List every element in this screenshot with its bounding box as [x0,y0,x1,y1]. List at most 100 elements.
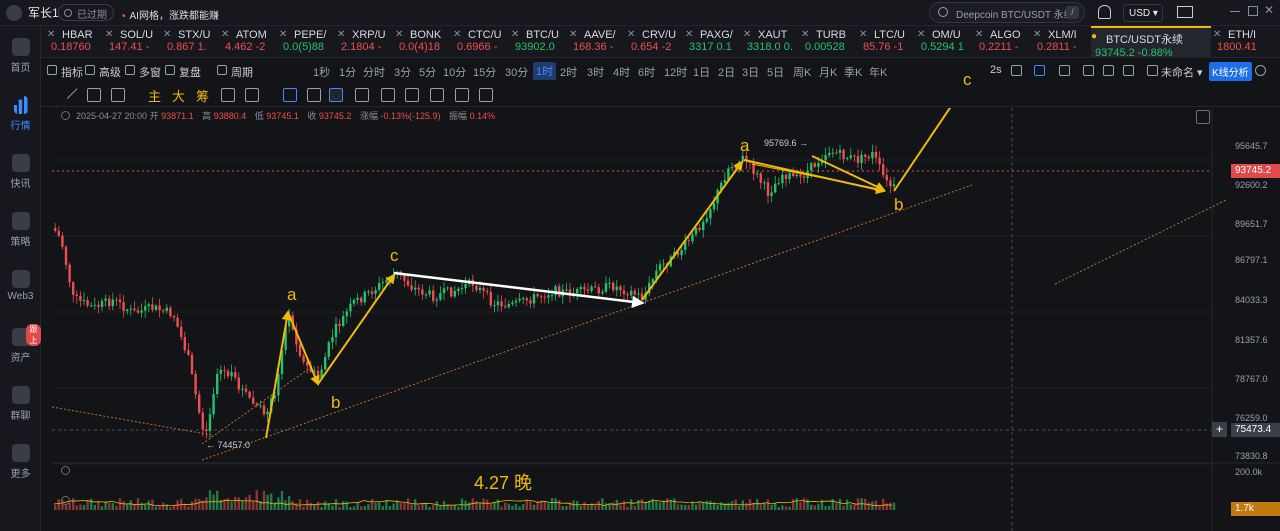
close-icon[interactable]: ✕ [279,29,288,40]
close-icon[interactable]: ✕ [105,29,114,40]
close-icon[interactable]: ✕ [917,29,926,40]
kline-analysis-button[interactable]: K线分析 [1209,62,1252,81]
share-icon[interactable] [1255,65,1266,76]
sidebar-item-5[interactable]: 资产 跟上 [0,324,41,364]
ticker-item[interactable]: ✕ CRV/U 0.654 -2 [627,26,683,58]
search-input[interactable]: Deepcoin BTC/USDT 永续 / [929,2,1085,23]
ticker-item[interactable]: ✕ LTC/U 85.76 -1 [859,26,915,58]
trendline-icon[interactable] [329,88,343,102]
toolbar-item-23[interactable]: 周K [793,67,812,79]
visibility-icon[interactable] [61,466,70,475]
close-icon[interactable]: ✕ [395,29,404,40]
close-icon[interactable]: ✕ [685,29,694,40]
candlestick-chart[interactable]: 95645.7 92600.2 89651.7 86797.1 84033.3 81357… [52,70,1280,531]
currency-select[interactable]: USD ▾ [1123,4,1163,22]
compare-icon[interactable] [221,88,235,102]
expand-icon[interactable] [1196,110,1210,124]
close-icon[interactable]: ✕ [337,29,346,40]
sidebar-item-1[interactable]: 行情 [0,96,41,132]
ticker-item[interactable]: ✕ XLM/I 0.2811 - [1033,26,1089,58]
toolbar-item-22[interactable]: 5日 [767,67,785,79]
brush-icon[interactable] [245,88,259,102]
settings-icon[interactable] [1103,65,1114,76]
ticker-item[interactable]: ✕ SOL/U 147.41 - [105,26,161,58]
minimize-icon[interactable] [1230,6,1240,12]
toolbar-item-17[interactable]: 6时 [638,67,656,79]
text-tool-1[interactable]: 大 [172,89,186,104]
ticker-item[interactable]: ✕ BTC/U 93902.0 [511,26,567,58]
btc-icon[interactable]: ● [1091,31,1098,42]
close-icon[interactable]: ✕ [569,29,578,40]
ticker-item[interactable]: ✕ ALGO 0.2211 - [975,26,1031,58]
chart-canvas[interactable] [52,108,1280,531]
mail-icon[interactable] [1177,6,1193,18]
maximize-icon[interactable] [1248,6,1258,16]
toolbar-item-24[interactable]: 月K [819,67,838,79]
candles-icon[interactable] [355,88,369,102]
clipboard-icon[interactable] [381,88,395,102]
toolbar-item-25[interactable]: 季K [844,67,863,79]
toolbar-item-9[interactable]: 5分 [419,67,437,79]
ticker-item[interactable]: ✕ BONK 0.0(4)18 [395,26,451,58]
refresh-rate[interactable]: 2s [990,64,1002,76]
close-icon[interactable]: ✕ [47,29,56,40]
bell-icon[interactable] [1098,5,1111,19]
text-tool-2[interactable]: 筹 [196,89,210,104]
ticker-item[interactable]: ✕ CTC/U 0.6966 - [453,26,509,58]
ticker-item[interactable]: ✕ XAUT 3318.0 0. [743,26,799,58]
chart-settings-icon[interactable] [61,111,70,120]
eraser-icon[interactable] [307,88,321,102]
close-icon[interactable]: ✕ [627,29,636,40]
ticker-item[interactable]: ✕ TURB 0.00528 [801,26,857,58]
close-icon[interactable]: ✕ [1213,29,1222,40]
expired-badge[interactable]: 已过期 [58,4,114,21]
sidebar-item-6[interactable]: 群聊 [0,386,41,422]
lines-icon[interactable] [87,88,101,102]
brand[interactable]: 军长1 [6,4,59,21]
toolbar-item-11[interactable]: 15分 [473,67,497,79]
camera-icon[interactable] [1011,65,1022,76]
ticker-item[interactable]: ✕ STX/U 0.867 1. [163,26,219,58]
sidebar-item-4[interactable]: Web3 [0,270,41,302]
toolbar-item-19[interactable]: 1日 [693,67,711,79]
toolbar-item-5[interactable]: 1秒 [313,67,331,79]
close-icon[interactable]: ✕ [975,29,984,40]
fullscreen-icon[interactable] [1123,65,1134,76]
toolbar-item-20[interactable]: 2日 [718,67,736,79]
ticker-item[interactable]: ✕ PEPE/0.0(5)88 [279,26,335,58]
toolbar-item-6[interactable]: 1分 [339,67,357,79]
close-icon[interactable]: ✕ [1033,29,1042,40]
add-alert-icon[interactable]: + [1212,422,1227,437]
sidebar-item-3[interactable]: 策略 [0,212,41,248]
close-icon[interactable]: ✕ [801,29,810,40]
close-icon[interactable]: ✕ [511,29,520,40]
close-icon[interactable]: ✕ [1264,3,1275,17]
toolbar-item-18[interactable]: 12时 [664,67,688,79]
toolbar-item-21[interactable]: 3日 [742,67,760,79]
ruler-icon[interactable] [62,84,78,99]
cloud-icon[interactable] [1147,65,1158,76]
toolbar-item-4[interactable]: 周期 [231,67,253,79]
toolbar-item-2[interactable]: 多窗 [139,67,161,79]
toolbar-item-15[interactable]: 3时 [587,67,605,79]
promo-banner[interactable]: • AI网格，涨跌都能赚 [122,7,219,22]
ticker-item[interactable]: ● BTC/USDT永续 93745.2 -0.88% [1091,26,1211,58]
layout-select[interactable]: 未命名 ▾ [1161,67,1203,79]
close-icon[interactable]: ✕ [221,29,230,40]
lock-icon[interactable] [430,88,444,102]
chart-style-icon[interactable] [1083,65,1094,76]
filter-icon[interactable] [455,88,469,102]
magnet-icon[interactable] [405,88,419,102]
cursor-icon[interactable] [283,88,297,102]
pen-icon[interactable] [1034,65,1045,76]
toolbar-item-8[interactable]: 3分 [394,67,412,79]
toolbar-item-1[interactable]: 高级 [99,67,121,79]
toolbar-item-13[interactable]: 1时 [533,62,557,80]
sidebar-item-0[interactable]: 首页 [0,38,41,74]
sidebar-item-2[interactable]: 快讯 [0,154,41,190]
visibility-icon[interactable] [61,496,70,505]
ticker-item[interactable]: ✕ HBAR 0.18760 [47,26,103,58]
ticker-item[interactable]: ✕ PAXG/3317 0.1 [685,26,741,58]
ticker-item[interactable]: ✕ OM/U 0.5294 1 [917,26,973,58]
toolbar-item-3[interactable]: 复盘 [179,67,201,79]
